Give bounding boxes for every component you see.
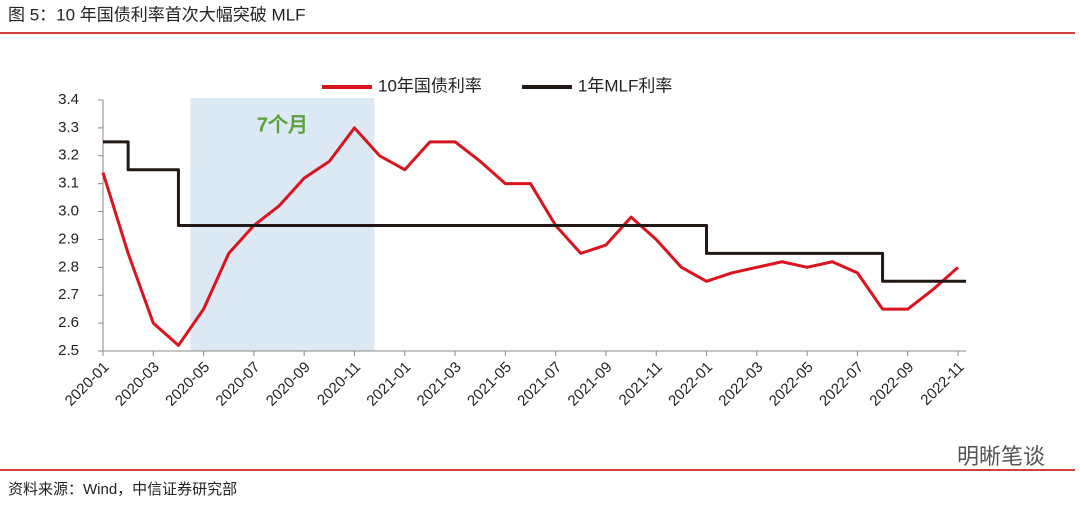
y-tick-label: 3.1 [58,175,79,192]
x-tick-label: 2020-07 [213,359,264,410]
y-tick-label: 2.8 [58,258,79,275]
x-tick-label: 2021-09 [565,359,616,410]
x-tick-label: 2022-11 [917,359,967,409]
x-tick-label: 2022-03 [716,359,767,410]
x-tick-label: 2021-01 [363,359,414,410]
x-tick-label: 2020-05 [162,359,213,410]
y-tick-label: 3.3 [58,119,79,136]
x-tick-label: 2021-11 [616,359,666,409]
y-tick-label: 3.4 [58,91,79,108]
x-tick-label: 2020-11 [314,359,364,409]
y-tick-label: 2.6 [58,314,79,331]
x-tick-label: 2022-01 [665,359,716,410]
series-line [101,126,959,347]
y-tick-label: 2.9 [58,230,79,247]
highlight-label: 7个月 [257,113,308,136]
y-tick-label: 2.7 [58,286,79,303]
x-tick-label: 2021-07 [514,359,565,410]
x-tick-label: 2021-03 [414,359,465,410]
x-tick-label: 2020-03 [112,359,163,410]
x-tick-label: 2020-09 [263,359,314,410]
y-tick-label: 3.2 [58,147,79,164]
y-tick-label: 2.5 [58,342,79,359]
x-tick-label: 2022-09 [866,359,917,410]
series-line [103,140,966,283]
x-tick-label: 2020-01 [62,359,113,410]
source-note: 资料来源：Wind，中信证券研究部 [8,481,237,498]
x-tick-label: 2022-05 [766,359,817,410]
watermark: 明晰笔谈 [957,444,1045,469]
y-tick-label: 3.0 [58,203,79,220]
legend-label: 1年MLF利率 [578,76,672,95]
x-tick-label: 2022-07 [816,359,867,410]
x-tick-label: 2021-05 [464,359,515,410]
legend-label: 10年国债利率 [378,76,482,95]
chart-title: 图 5：10 年国债利率首次大幅突破 MLF [8,5,306,24]
